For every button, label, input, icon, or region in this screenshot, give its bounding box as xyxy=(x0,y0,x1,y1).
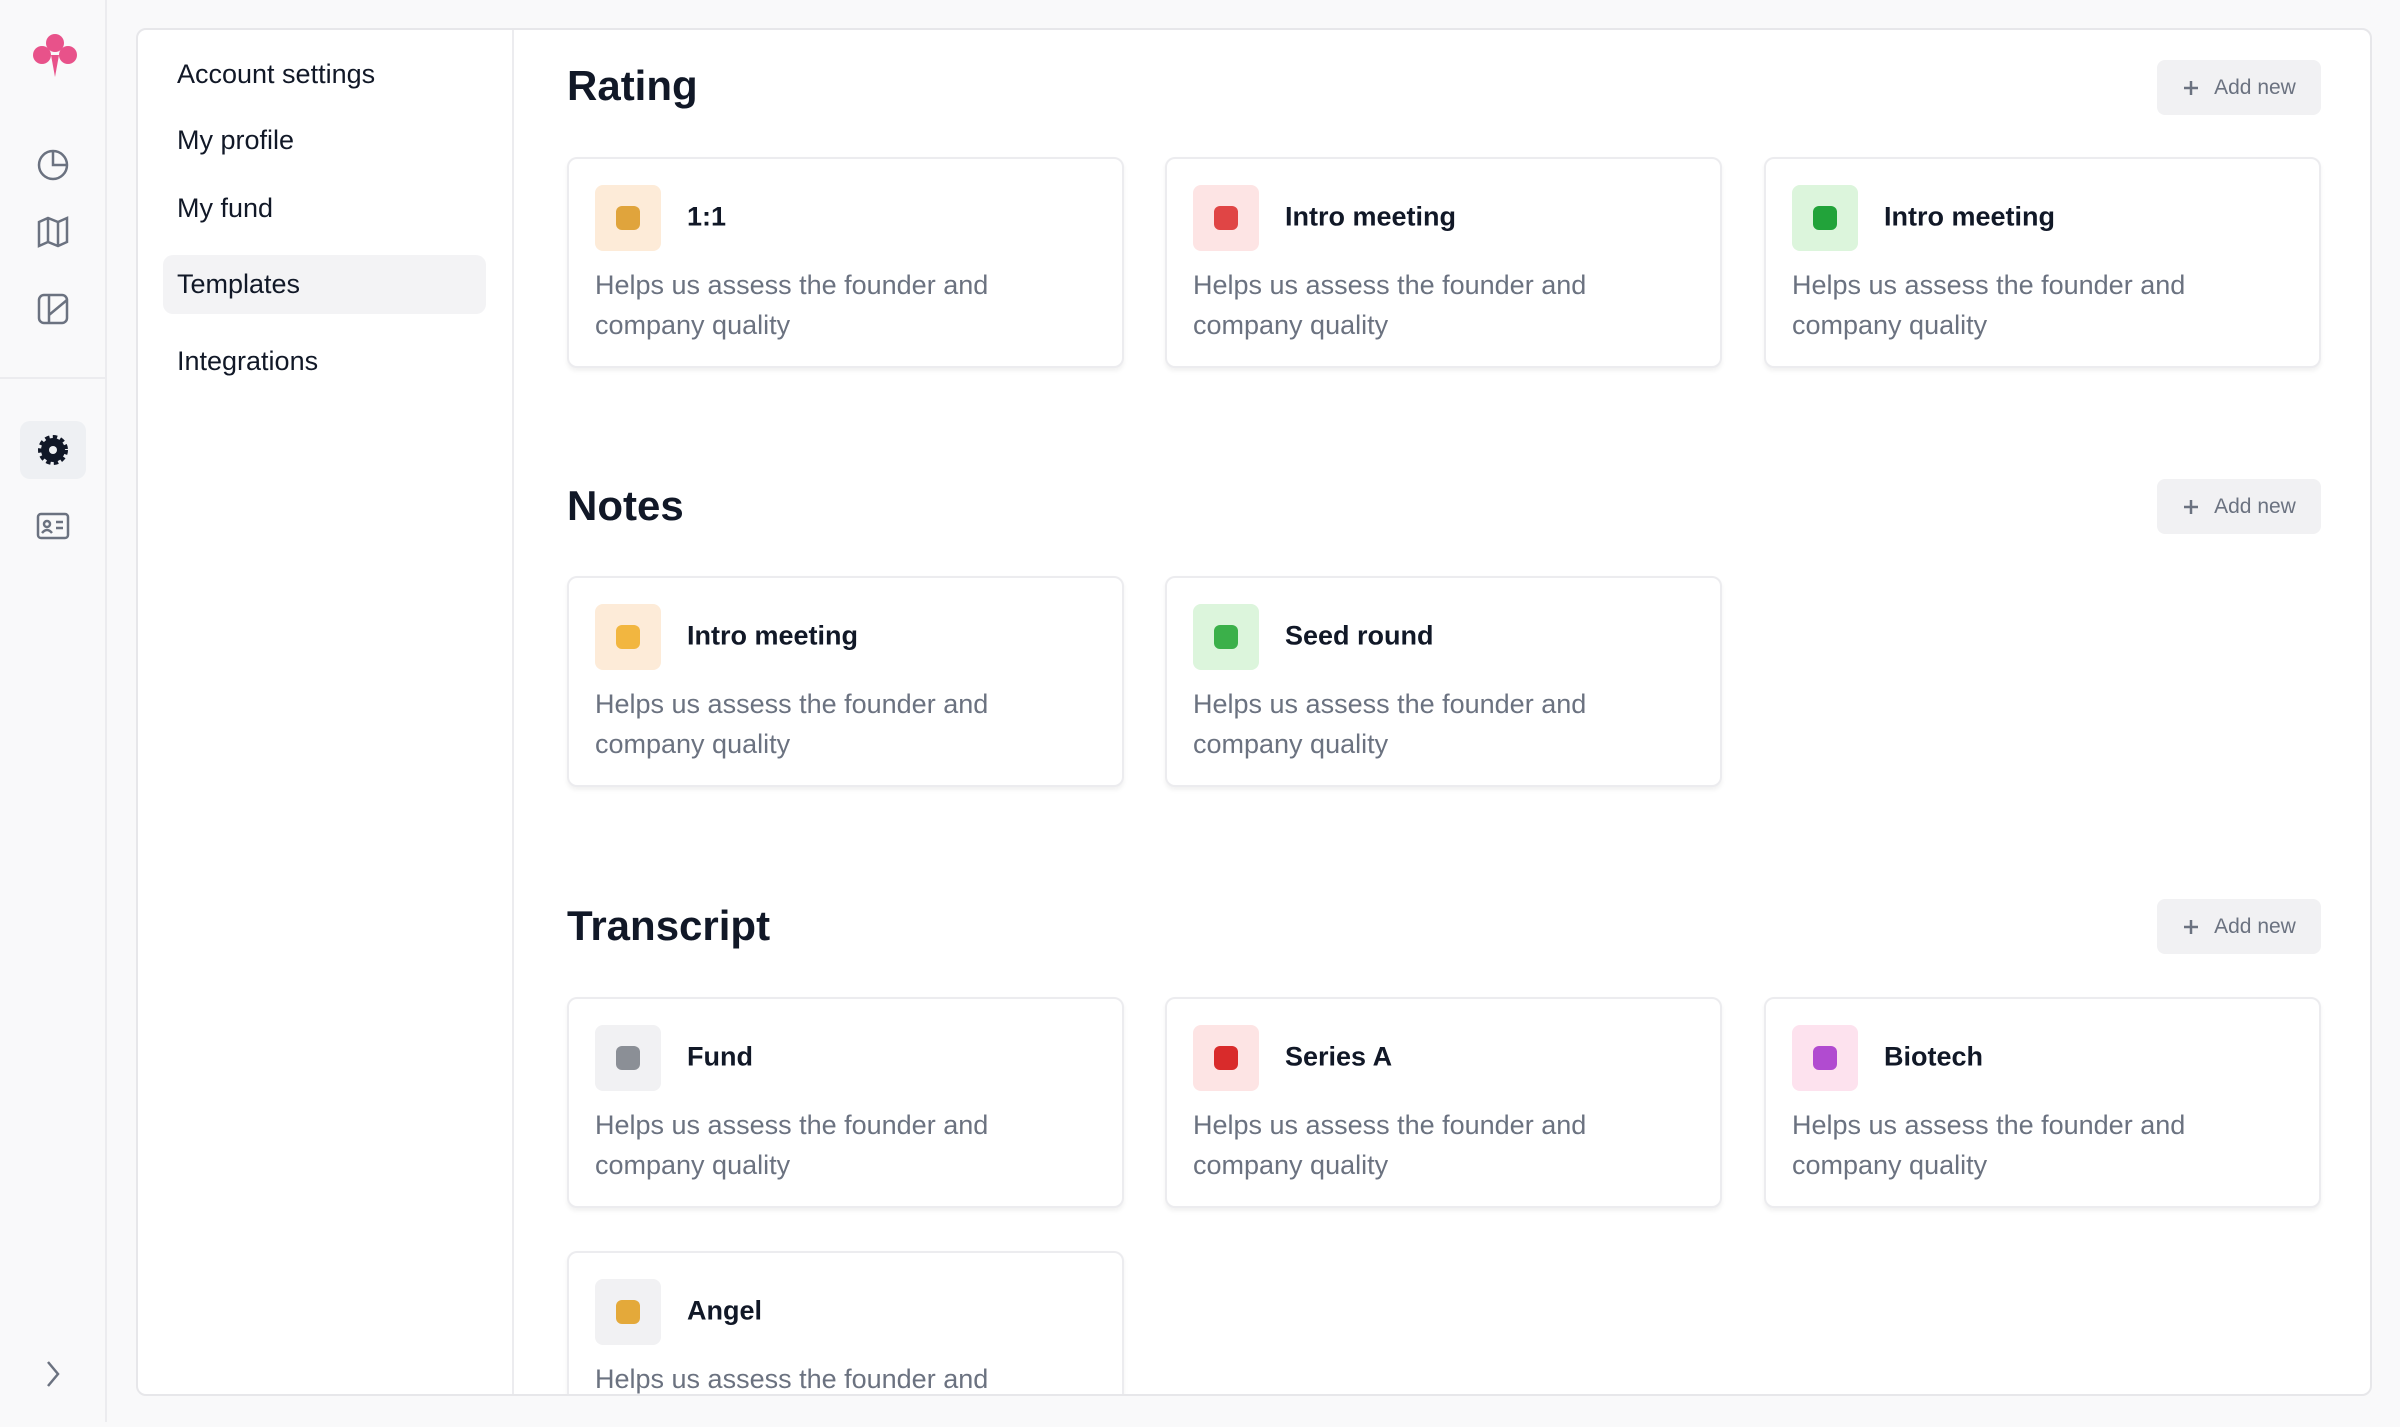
card-description: Helps us assess the founder and company … xyxy=(1193,1110,1587,1180)
template-card[interactable]: Intro meeting Helps us assess the founder… xyxy=(1165,157,1722,368)
card-description: Helps us assess the founder and company … xyxy=(595,270,989,340)
add-new-button[interactable]: Add new xyxy=(2157,479,2321,534)
card-description: Helps us assess the founder and company … xyxy=(595,1110,989,1180)
template-icon xyxy=(595,1279,661,1345)
card-description: Helps us assess the founder and company … xyxy=(595,689,989,759)
template-card[interactable]: Angel Helps us assess the founder and com… xyxy=(567,1251,1124,1394)
nav-item[interactable]: My profile xyxy=(177,125,295,155)
template-icon xyxy=(595,1025,661,1091)
template-card[interactable]: Seed round Helps us assess the founder an… xyxy=(1165,576,1722,787)
settings-panel: Account settings My profile My fund Templat… xyxy=(136,28,2372,1396)
template-card[interactable]: Intro meeting Helps us assess the founder… xyxy=(567,576,1124,787)
nav-item[interactable]: My fund xyxy=(177,193,274,223)
template-icon xyxy=(595,185,661,251)
add-new-button[interactable]: Add new xyxy=(2157,60,2321,115)
template-icon xyxy=(1193,185,1259,251)
nav-item[interactable]: Account settings xyxy=(177,59,376,89)
emoji xyxy=(1214,625,1238,649)
emoji xyxy=(1813,206,1837,230)
template-icon xyxy=(1193,1025,1259,1091)
card-title: Fund xyxy=(687,1041,753,1072)
emoji xyxy=(616,1300,640,1324)
card-title: Biotech xyxy=(1884,1041,1984,1072)
card-title: Intro meeting xyxy=(687,620,859,651)
card-title: Seed round xyxy=(1285,620,1434,651)
template-icon xyxy=(1792,1025,1858,1091)
template-card[interactable]: Intro meeting Helps us assess the founder… xyxy=(1764,157,2321,368)
rail-icons xyxy=(0,34,107,1387)
emoji xyxy=(616,625,640,649)
chart-icon[interactable] xyxy=(37,149,69,181)
card-description: Helps us assess the founder and company … xyxy=(1193,270,1587,340)
nav-item[interactable]: Integrations xyxy=(177,346,319,376)
button-label: Add new xyxy=(2214,494,2296,518)
template-card[interactable]: 1:1 Helps us assess the founder and compa… xyxy=(567,157,1124,368)
card-title: Intro meeting xyxy=(1884,201,2056,232)
settings-nav: Account settings My profile My fund Templat… xyxy=(138,30,514,1394)
layout-icon[interactable] xyxy=(37,293,69,325)
plus-icon xyxy=(2184,80,2199,95)
card-description: Helps us assess the founder and company … xyxy=(1792,1110,2186,1180)
add-new-button[interactable]: Add new xyxy=(2157,899,2321,954)
icon-rail xyxy=(0,0,107,1422)
emoji xyxy=(1214,1046,1238,1070)
button-label: Add new xyxy=(2214,914,2296,938)
section-title: Rating xyxy=(567,62,698,109)
map-icon[interactable] xyxy=(37,216,69,248)
template-icon xyxy=(595,604,661,670)
emoji xyxy=(1813,1046,1837,1070)
template-card[interactable]: Series A Helps us assess the founder and … xyxy=(1165,997,1722,1208)
card-title: 1:1 xyxy=(687,201,727,232)
contact-icon[interactable] xyxy=(36,512,70,540)
emoji xyxy=(1214,206,1238,230)
template-card[interactable]: Fund Helps us assess the founder and comp… xyxy=(567,997,1124,1208)
nav-item[interactable]: Templates xyxy=(163,255,486,314)
section-title: Notes xyxy=(567,482,684,529)
button-label: Add new xyxy=(2214,75,2296,99)
template-icon xyxy=(1792,185,1858,251)
template-icon xyxy=(1193,604,1259,670)
card-title: Angel xyxy=(687,1295,763,1326)
card-title: Series A xyxy=(1285,1041,1393,1072)
expand-icon[interactable] xyxy=(47,1361,60,1387)
plus-icon xyxy=(2184,499,2199,514)
template-card[interactable]: Biotech Helps us assess the founder and c… xyxy=(1764,997,2321,1208)
section-title: Transcript xyxy=(567,902,771,949)
card-title: Intro meeting xyxy=(1285,201,1457,232)
card-description: Helps us assess the founder and company … xyxy=(1193,689,1587,759)
logo xyxy=(33,34,77,77)
card-description: Helps us assess the founder and company … xyxy=(1792,270,2186,340)
settings-icon[interactable] xyxy=(38,435,68,465)
card-description: Helps us assess the founder and company … xyxy=(595,1364,989,1394)
emoji xyxy=(616,1046,640,1070)
emoji xyxy=(616,206,640,230)
plus-icon xyxy=(2184,919,2199,934)
